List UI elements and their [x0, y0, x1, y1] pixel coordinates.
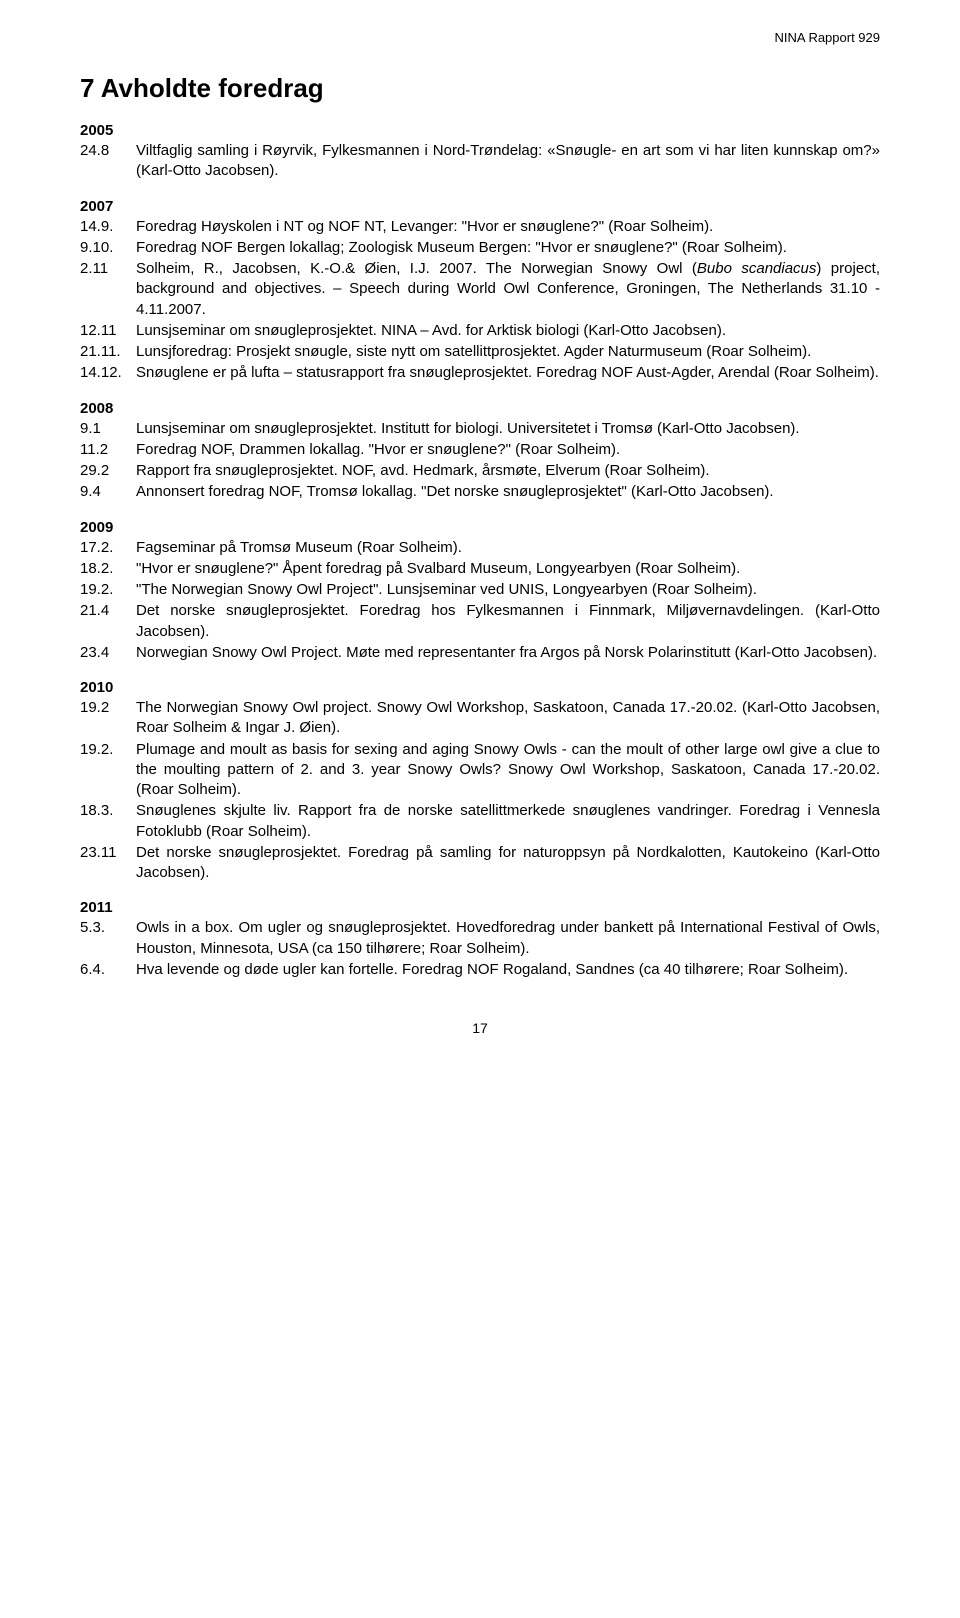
year-heading: 2008	[80, 400, 880, 417]
entry-text: Annonsert foredrag NOF, Tromsø lokallag.…	[136, 482, 880, 502]
entry-row: 21.4Det norske snøugleprosjektet. Foredr…	[80, 601, 880, 642]
entry-text: Snøuglene er på lufta – statusrapport fr…	[136, 363, 880, 383]
entry-number: 9.1	[80, 419, 136, 439]
entries-list: 19.2The Norwegian Snowy Owl project. Sno…	[80, 698, 880, 883]
report-header: NINA Rapport 929	[80, 30, 880, 45]
entry-number: 23.11	[80, 843, 136, 884]
entry-number: 9.10.	[80, 238, 136, 258]
entry-text: Det norske snøugleprosjektet. Foredrag p…	[136, 843, 880, 884]
entry-text: Lunsjforedrag: Prosjekt snøugle, siste n…	[136, 342, 880, 362]
entry-row: 9.1Lunsjseminar om snøugleprosjektet. In…	[80, 419, 880, 439]
entry-text: Plumage and moult as basis for sexing an…	[136, 740, 880, 801]
entry-number: 18.2.	[80, 559, 136, 579]
entry-text: Lunsjseminar om snøugleprosjektet. NINA …	[136, 321, 880, 341]
entry-number: 14.12.	[80, 363, 136, 383]
entry-number: 2.11	[80, 259, 136, 320]
entry-row: 17.2.Fagseminar på Tromsø Museum (Roar S…	[80, 538, 880, 558]
entry-row: 23.4Norwegian Snowy Owl Project. Møte me…	[80, 643, 880, 663]
entry-text: Fagseminar på Tromsø Museum (Roar Solhei…	[136, 538, 880, 558]
entry-number: 21.11.	[80, 342, 136, 362]
entry-text: Lunsjseminar om snøugleprosjektet. Insti…	[136, 419, 880, 439]
year-heading: 2010	[80, 679, 880, 696]
sections-container: 2005 24.8Viltfaglig samling i Røyrvik, Fy…	[80, 122, 880, 980]
entry-row: 9.4Annonsert foredrag NOF, Tromsø lokall…	[80, 482, 880, 502]
entry-text: Snøuglenes skjulte liv. Rapport fra de n…	[136, 801, 880, 842]
entry-text: Hva levende og døde ugler kan fortelle. …	[136, 960, 880, 980]
entry-number: 9.4	[80, 482, 136, 502]
entry-text: Foredrag Høyskolen i NT og NOF NT, Levan…	[136, 217, 880, 237]
entry-number: 24.8	[80, 141, 136, 182]
entry-number: 18.3.	[80, 801, 136, 842]
entry-row: 19.2.Plumage and moult as basis for sexi…	[80, 740, 880, 801]
entry-row: 14.12.Snøuglene er på lufta – statusrapp…	[80, 363, 880, 383]
page-title: 7 Avholdte foredrag	[80, 73, 880, 104]
entry-text: Det norske snøugleprosjektet. Foredrag h…	[136, 601, 880, 642]
entry-number: 19.2.	[80, 580, 136, 600]
entry-row: 18.2."Hvor er snøuglene?" Åpent foredrag…	[80, 559, 880, 579]
entry-number: 6.4.	[80, 960, 136, 980]
entry-number: 5.3.	[80, 918, 136, 959]
entries-list: 5.3.Owls in a box. Om ugler og snøuglepr…	[80, 918, 880, 980]
year-heading: 2005	[80, 122, 880, 139]
entry-row: 2.11Solheim, R., Jacobsen, K.-O.& Øien, …	[80, 259, 880, 320]
entries-list: 9.1Lunsjseminar om snøugleprosjektet. In…	[80, 419, 880, 503]
entry-row: 24.8Viltfaglig samling i Røyrvik, Fylkes…	[80, 141, 880, 182]
entry-number: 14.9.	[80, 217, 136, 237]
entry-text: "The Norwegian Snowy Owl Project". Lunsj…	[136, 580, 880, 600]
entry-row: 9.10.Foredrag NOF Bergen lokallag; Zoolo…	[80, 238, 880, 258]
entry-text: Foredrag NOF, Drammen lokallag. "Hvor er…	[136, 440, 880, 460]
entries-list: 14.9.Foredrag Høyskolen i NT og NOF NT, …	[80, 217, 880, 384]
entry-number: 12.11	[80, 321, 136, 341]
entry-text: Norwegian Snowy Owl Project. Møte med re…	[136, 643, 880, 663]
entry-number: 23.4	[80, 643, 136, 663]
page-number: 17	[80, 1020, 880, 1036]
entry-row: 21.11.Lunsjforedrag: Prosjekt snøugle, s…	[80, 342, 880, 362]
entry-text: Viltfaglig samling i Røyrvik, Fylkesmann…	[136, 141, 880, 182]
entry-text: Solheim, R., Jacobsen, K.-O.& Øien, I.J.…	[136, 259, 880, 320]
year-heading: 2009	[80, 519, 880, 536]
entry-number: 19.2	[80, 698, 136, 739]
entry-number: 19.2.	[80, 740, 136, 801]
entry-number: 21.4	[80, 601, 136, 642]
entry-number: 17.2.	[80, 538, 136, 558]
entry-row: 6.4.Hva levende og døde ugler kan fortel…	[80, 960, 880, 980]
entry-number: 11.2	[80, 440, 136, 460]
entry-row: 29.2Rapport fra snøugleprosjektet. NOF, …	[80, 461, 880, 481]
entries-list: 17.2.Fagseminar på Tromsø Museum (Roar S…	[80, 538, 880, 664]
entry-text: The Norwegian Snowy Owl project. Snowy O…	[136, 698, 880, 739]
entry-text: Rapport fra snøugleprosjektet. NOF, avd.…	[136, 461, 880, 481]
entry-row: 11.2Foredrag NOF, Drammen lokallag. "Hvo…	[80, 440, 880, 460]
entry-row: 23.11Det norske snøugleprosjektet. Fored…	[80, 843, 880, 884]
entry-text: Foredrag NOF Bergen lokallag; Zoologisk …	[136, 238, 880, 258]
entries-list: 24.8Viltfaglig samling i Røyrvik, Fylkes…	[80, 141, 880, 182]
entry-text: "Hvor er snøuglene?" Åpent foredrag på S…	[136, 559, 880, 579]
italic-text: Bubo scandiacus	[697, 260, 816, 277]
year-heading: 2011	[80, 899, 880, 916]
entry-row: 14.9.Foredrag Høyskolen i NT og NOF NT, …	[80, 217, 880, 237]
entry-row: 12.11Lunsjseminar om snøugleprosjektet. …	[80, 321, 880, 341]
entry-text: Owls in a box. Om ugler og snøugleprosje…	[136, 918, 880, 959]
entry-row: 18.3.Snøuglenes skjulte liv. Rapport fra…	[80, 801, 880, 842]
year-heading: 2007	[80, 198, 880, 215]
entry-row: 19.2."The Norwegian Snowy Owl Project". …	[80, 580, 880, 600]
entry-row: 5.3.Owls in a box. Om ugler og snøuglepr…	[80, 918, 880, 959]
entry-row: 19.2The Norwegian Snowy Owl project. Sno…	[80, 698, 880, 739]
entry-number: 29.2	[80, 461, 136, 481]
